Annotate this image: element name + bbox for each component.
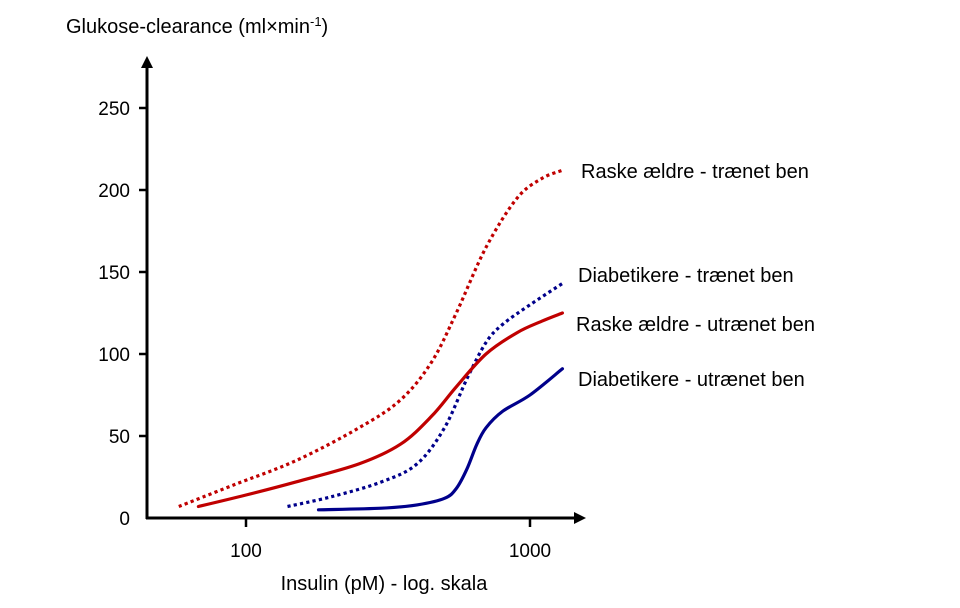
y-tick-label: 0 (119, 509, 130, 530)
axes (141, 56, 586, 524)
ticks: 0 50 100 150 200 250 100 1000 (98, 99, 551, 562)
y-tick-label: 200 (98, 181, 130, 202)
x-axis-label: Insulin (pM) - log. skala (281, 573, 489, 595)
x-axis-arrow (574, 512, 586, 524)
series-group (178, 168, 564, 512)
series-line-3 (196, 311, 564, 509)
legend-label-1: Raske ældre - trænet ben (581, 161, 809, 183)
series-line-2 (287, 282, 564, 509)
y-tick-label: 250 (98, 99, 130, 120)
legend-label-3: Raske ældre - utrænet ben (576, 314, 815, 336)
y-axis-arrow (141, 56, 153, 68)
legend-label-4: Diabetikere - utrænet ben (578, 369, 805, 391)
x-tick-label: 100 (230, 541, 262, 562)
y-axis-label: Glukose-clearance (ml×min-1) (66, 14, 328, 39)
y-tick-label: 50 (109, 427, 130, 448)
series-line-4 (316, 367, 564, 512)
x-tick-label: 1000 (509, 541, 551, 562)
legend-label-2: Diabetikere - trænet ben (578, 265, 794, 287)
legend: Raske ældre - trænet ben Diabetikere - tr… (576, 161, 815, 391)
y-tick-label: 100 (98, 345, 130, 366)
y-tick-label: 150 (98, 263, 130, 284)
series-line-1 (178, 168, 563, 508)
